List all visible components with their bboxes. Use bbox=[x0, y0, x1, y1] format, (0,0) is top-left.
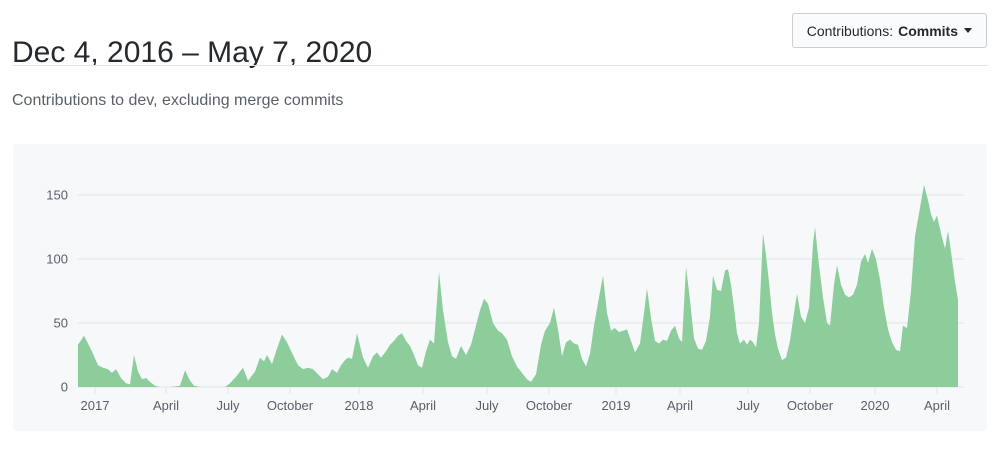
caret-down-icon bbox=[964, 28, 972, 33]
x-axis-label-3-October: October bbox=[267, 398, 314, 413]
x-axis-label-0-2017: 2017 bbox=[81, 398, 110, 413]
y-axis-label-100: 100 bbox=[46, 252, 68, 267]
chart-subtitle: Contributions to dev, excluding merge co… bbox=[12, 92, 344, 109]
x-axis-label-6-July: July bbox=[475, 398, 499, 413]
contributions-graph-card: 0 50 100 150 2017 April July October 2018 April Ju… bbox=[13, 144, 987, 431]
x-axis-label-13-April: April bbox=[924, 398, 950, 413]
contributions-filter-selected-value: Commits bbox=[898, 22, 958, 39]
y-axis-label-50: 50 bbox=[54, 316, 68, 331]
x-axis-label-5-April: April bbox=[410, 398, 436, 413]
x-axis-label-1-April: April bbox=[153, 398, 179, 413]
y-axis-label-0: 0 bbox=[61, 380, 68, 395]
x-axis-label-9-April: April bbox=[667, 398, 693, 413]
x-axis-label-7-October: October bbox=[526, 398, 573, 413]
contributions-area-chart[interactable]: 0 50 100 150 2017 April July October 2018 April Ju… bbox=[13, 144, 987, 431]
x-axis-label-10-July: July bbox=[736, 398, 760, 413]
x-axis-label-4-2018: 2018 bbox=[345, 398, 374, 413]
header-divider bbox=[12, 65, 988, 66]
x-axis-label-8-2019: 2019 bbox=[602, 398, 631, 413]
x-axis-label-11-October: October bbox=[787, 398, 834, 413]
page-title-date-range: Dec 4, 2016 – May 7, 2020 bbox=[12, 35, 373, 69]
y-axis-label-150: 150 bbox=[46, 188, 68, 203]
contributions-filter-label: Contributions: bbox=[806, 22, 894, 39]
contributions-filter-button[interactable]: Contributions: Commits bbox=[791, 13, 987, 48]
x-axis-label-12-2020: 2020 bbox=[861, 398, 890, 413]
commit-activity-area-series[interactable] bbox=[78, 184, 958, 387]
x-axis-label-2-July: July bbox=[216, 398, 240, 413]
